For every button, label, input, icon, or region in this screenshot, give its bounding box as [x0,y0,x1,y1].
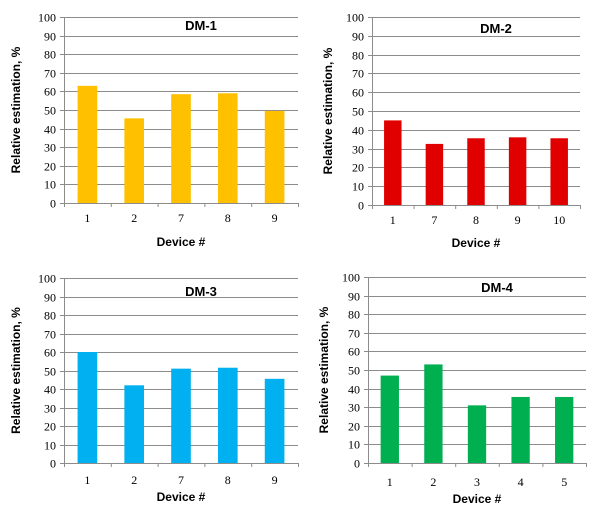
chart-1-ytick-label: 100 [38,11,56,25]
chart-2-ytick-label: 100 [346,11,364,25]
chart-1-category-label: 2 [131,211,137,225]
chart-4-category-label: 4 [518,475,524,489]
chart-4-bar [467,405,487,463]
chart-1-ytick-label: 30 [44,141,56,155]
chart-1-category-label: 1 [84,211,90,225]
chart-3-category-label: 7 [178,473,184,487]
chart-2-bar [425,143,444,205]
chart-3-bar [124,385,145,463]
chart-3-ytick-label: 40 [44,383,56,397]
chart-1-ylabel: Relative estimation, % [9,46,23,173]
chart-4-category-label: 3 [474,475,480,489]
chart-2-bar [550,138,568,205]
chart-3-ytick-label: 80 [44,309,56,323]
chart-1-category-label: 8 [225,211,231,225]
chart-1-ytick-label: 10 [44,178,56,192]
chart-4-category-label: 2 [430,475,436,489]
chart-4-ytick-label: 20 [348,420,360,434]
chart-2-category-label: 1 [390,213,396,227]
chart-2-bar [467,138,485,205]
chart-3-bar [217,367,238,463]
chart-4-bar [555,396,574,463]
chart-2-ytick-label: 80 [352,49,364,63]
chart-4-ytick-label: 90 [348,290,360,304]
chart-4-bar [511,396,530,463]
chart-1-ytick-label: 20 [44,160,56,174]
chart-4-xlabel: Device # [453,492,502,506]
chart-2-xlabel: Device # [452,236,501,250]
chart-1-bar [124,118,145,203]
chart-4-bar [380,375,399,463]
chart-3-ytick-label: 100 [38,272,56,286]
chart-4-category-label: 1 [387,475,393,489]
chart-1-bar [77,85,98,203]
chart-1-category-label: 7 [178,211,184,225]
chart-2-ytick-label: 10 [352,180,364,194]
chart-4-ytick-label: 50 [348,364,360,378]
chart-4-ylabel: Relative estimation, % [317,306,331,433]
chart-1-ytick-label: 90 [44,30,56,44]
chart-4-ytick-label: 30 [348,401,360,415]
chart-2-ytick-label: 40 [352,124,364,138]
chart-1-ytick-label: 80 [44,48,56,62]
chart-4-category-label: 5 [561,475,567,489]
chart-2-category-label: 7 [431,213,437,227]
chart-4-title: DM-4 [481,280,514,295]
chart-1-bar [264,110,285,203]
chart-1-bar [171,94,191,203]
chart-4-ytick-label: 40 [348,383,360,397]
chart-1-bar [217,93,238,203]
chart-4-bar [424,364,443,463]
chart-3-category-label: 9 [272,473,278,487]
chart-4-ytick-label: 100 [342,271,360,285]
chart-1-ytick-label: 40 [44,123,56,137]
chart-2-category-label: 9 [515,213,521,227]
chart-3-ytick-label: 30 [44,402,56,416]
chart-2-category-label: 8 [473,213,479,227]
chart-1-xlabel: Device # [157,235,206,249]
chart-4-ytick-label: 10 [348,438,360,452]
chart-1-ytick-label: 60 [44,85,56,99]
chart-3-ytick-label: 50 [44,365,56,379]
chart-1-title: DM-1 [185,18,217,33]
chart-3-category-label: 1 [84,473,90,487]
chart-4-ytick-label: 60 [348,345,360,359]
chart-2-ytick-label: 90 [352,30,364,44]
chart-2-ylabel: Relative estimation, % [321,47,335,174]
chart-4-ytick-label: 70 [348,327,360,341]
chart-3-ylabel: Relative estimation, % [9,307,23,434]
chart-2-ytick-label: 50 [352,105,364,119]
chart-1-category-label: 9 [272,211,278,225]
chart-2-ytick-label: 20 [352,161,364,175]
chart-3-bar [171,368,191,463]
chart-3-xlabel: Device # [157,490,206,504]
chart-2-ytick-label: 0 [358,199,364,213]
chart-2-category-label: 10 [553,213,565,227]
chart-3-ytick-label: 90 [44,291,56,305]
chart-4-ytick-label: 80 [348,308,360,322]
chart-3-bar [77,352,98,463]
chart-2-title: DM-2 [480,21,512,36]
chart-2-ytick-label: 30 [352,143,364,157]
chart-1-ytick-label: 70 [44,67,56,81]
chart-3-category-label: 2 [131,473,137,487]
chart-3-ytick-label: 0 [50,457,56,471]
chart-3-title: DM-3 [185,284,217,299]
chart-3-ytick-label: 20 [44,420,56,434]
chart-1-ytick-label: 0 [50,197,56,211]
chart-3-ytick-label: 60 [44,346,56,360]
chart-3-category-label: 8 [225,473,231,487]
chart-3-bar [264,378,285,463]
chart-2-ytick-label: 60 [352,86,364,100]
chart-2-ytick-label: 70 [352,67,364,81]
chart-4-ytick-label: 0 [354,457,360,471]
chart-1-ytick-label: 50 [44,104,56,118]
chart-3-ytick-label: 70 [44,328,56,342]
chart-3-ytick-label: 10 [44,439,56,453]
chart-2-bar [384,120,402,205]
chart-2-bar [508,137,527,205]
